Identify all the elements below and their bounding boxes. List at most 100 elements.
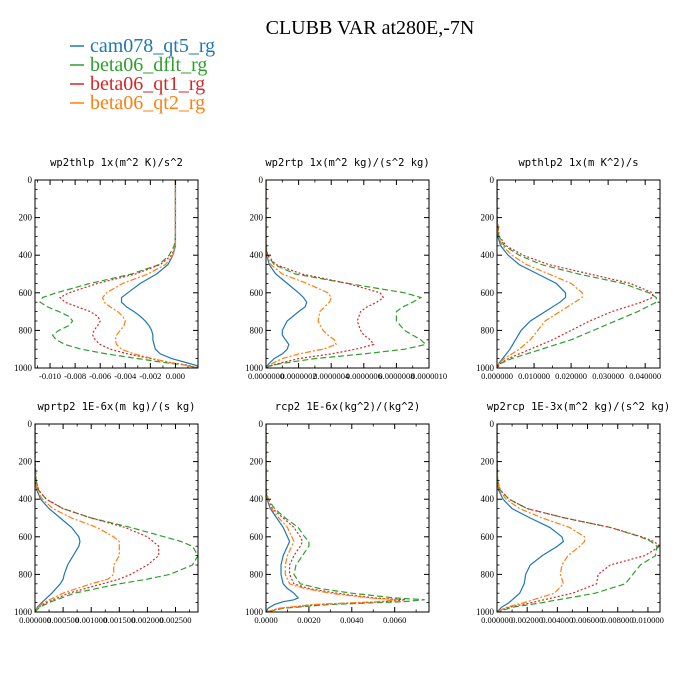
- series-line-beta06_qt1_rg: [497, 424, 660, 612]
- series-line-beta06_qt2_rg: [266, 180, 337, 368]
- y-tick-label: 0: [490, 419, 495, 429]
- y-tick-label: 400: [481, 494, 495, 504]
- panel-2: wp2rtp 1x(m^2 kg)/(s^2 kg)0 200 400 600 800 1…: [245, 157, 447, 381]
- x-tick-label: 0.002000: [511, 615, 543, 625]
- panel-6: wp2rcp 1E-3x(m^2 kg)/(s^2 kg) 0 200 400 600 8…: [476, 401, 670, 625]
- x-tick-label: 0.000: [166, 371, 185, 381]
- y-tick-label: 600: [250, 532, 264, 542]
- x-tick-label: 0.0000008: [378, 371, 414, 381]
- series-line-cam078_qt5_rg: [497, 180, 567, 368]
- y-tick-label: 800: [19, 569, 33, 579]
- y-tick-label: 1000: [245, 363, 264, 373]
- panel-title: wp2rcp 1E-3x(m^2 kg)/(s^2 kg): [487, 401, 670, 413]
- series-line-cam078_qt5_rg: [35, 424, 81, 612]
- series-line-beta06_qt1_rg: [35, 424, 160, 612]
- x-tick-label: -0.008: [64, 371, 86, 381]
- x-tick-label: -0.004: [114, 371, 137, 381]
- y-tick-label: 400: [250, 494, 264, 504]
- y-tick-label: 600: [19, 532, 33, 542]
- y-tick-label: 600: [250, 288, 264, 298]
- x-tick-label: 0.0000010: [411, 371, 447, 381]
- y-tick-label: 1000: [245, 607, 264, 617]
- panel-title: wp2rtp 1x(m^2 kg)/(s^2 kg): [265, 157, 429, 169]
- y-tick-label: 400: [19, 494, 33, 504]
- series-line-beta06_qt1_rg: [266, 180, 385, 368]
- x-tick-label: 0.010000: [632, 615, 664, 625]
- panel-title: wprtp2 1E-6x(m kg)/(s kg): [37, 401, 195, 413]
- series-line-beta06_qt1_rg: [266, 424, 406, 612]
- legend-entry-beta06_qt1_rg: beta06_qt1_rg: [90, 73, 205, 95]
- y-tick-label: 200: [481, 213, 495, 223]
- y-tick-label: 800: [250, 325, 264, 335]
- plot-frame: [265, 179, 430, 369]
- panel-5: rcp2 1E-6x(kg^2)/(kg^2) 0 200 400 600 800 1000…: [245, 401, 430, 625]
- x-tick-label: 0.0000004: [313, 371, 350, 381]
- series-line-beta06_qt2_rg: [497, 424, 586, 612]
- x-tick-label: 0.0000006: [346, 371, 382, 381]
- y-tick-label: 400: [481, 250, 495, 260]
- x-tick-label: 0.001000: [75, 615, 107, 625]
- x-tick-label: 0.000000: [19, 615, 51, 625]
- x-tick-label: 0.008000: [602, 615, 634, 625]
- series-line-cam078_qt5_rg: [266, 180, 308, 368]
- y-tick-label: 200: [481, 457, 495, 467]
- y-tick-label: 800: [19, 325, 33, 335]
- series-line-beta06_dflt_rg: [39, 180, 198, 368]
- series-line-beta06_dflt_rg: [266, 180, 427, 368]
- x-tick-label: -0.002: [139, 371, 161, 381]
- y-tick-label: 400: [19, 250, 33, 260]
- panel-1: wp2thlp 1x(m^2 K)/s^2 0 200 400 600 800 1000 -0…: [14, 157, 199, 381]
- x-tick-label: 0.0060: [383, 615, 406, 625]
- x-tick-label: -0.010: [39, 371, 61, 381]
- y-tick-label: 1000: [14, 363, 33, 373]
- x-tick-label: 0.001500: [103, 615, 135, 625]
- y-tick-label: 0: [259, 175, 264, 185]
- x-tick-label: 0.000500: [47, 615, 79, 625]
- x-tick-label: 0.006000: [572, 615, 604, 625]
- y-tick-label: 0: [28, 419, 33, 429]
- x-tick-label: 0.0020: [297, 615, 320, 625]
- y-tick-label: 0: [28, 175, 33, 185]
- series-line-beta06_qt2_rg: [102, 180, 198, 368]
- x-tick-label: 0.0040: [340, 615, 363, 625]
- x-tick-label: 0.000000: [481, 615, 513, 625]
- legend-entry-beta06_dflt_rg: beta06_dflt_rg: [90, 54, 207, 76]
- series-line-beta06_qt1_rg: [497, 180, 654, 368]
- y-tick-label: 800: [250, 569, 264, 579]
- x-tick-label: 0.004000: [541, 615, 573, 625]
- y-tick-label: 200: [19, 457, 33, 467]
- panel-3: wpthlp2 1x(m K^2)/s 0 200 400 600 800 10000.00…: [476, 157, 661, 381]
- x-tick-label: 0.0000: [254, 615, 277, 625]
- x-tick-label: 0.040000: [629, 371, 661, 381]
- y-tick-label: 200: [250, 213, 264, 223]
- y-tick-label: 200: [19, 213, 33, 223]
- panel-title: rcp2 1E-6x(kg^2)/(kg^2): [275, 401, 420, 413]
- y-tick-label: 0: [490, 175, 495, 185]
- x-tick-label: 0.030000: [592, 371, 624, 381]
- y-tick-label: 800: [481, 325, 495, 335]
- legend-entry-cam078_qt5_rg: cam078_qt5_rg: [90, 35, 215, 57]
- plot-frame: [34, 179, 199, 369]
- y-tick-label: 400: [250, 250, 264, 260]
- x-tick-label: 0.000000: [481, 371, 513, 381]
- y-tick-label: 600: [19, 288, 33, 298]
- y-tick-label: 600: [481, 288, 495, 298]
- x-tick-label: 0.0000002: [281, 371, 317, 381]
- y-tick-label: 600: [481, 532, 495, 542]
- panels: wp2thlp 1x(m^2 K)/s^2 0 200 400 600 800 1000 -0…: [14, 157, 670, 625]
- series-line-beta06_qt2_rg: [266, 424, 400, 612]
- series-line-beta06_qt2_rg: [497, 180, 583, 368]
- series-line-beta06_dflt_rg: [497, 424, 658, 612]
- x-tick-label: -0.006: [89, 371, 111, 381]
- y-tick-label: 1000: [476, 363, 495, 373]
- panel-4: wprtp2 1E-6x(m kg)/(s kg) 0 200 400 600 800 10…: [14, 401, 199, 625]
- x-tick-label: 0.020000: [555, 371, 587, 381]
- legend-entry-beta06_qt2_rg: beta06_qt2_rg: [90, 92, 205, 114]
- y-tick-label: 200: [250, 457, 264, 467]
- y-tick-label: 0: [259, 419, 264, 429]
- legend: cam078_qt5_rgbeta06_dflt_rgbeta06_qt1_rg…: [70, 35, 215, 114]
- y-tick-label: 1000: [476, 607, 495, 617]
- series-line-beta06_dflt_rg: [497, 180, 657, 368]
- x-tick-label: 0.002500: [160, 615, 192, 625]
